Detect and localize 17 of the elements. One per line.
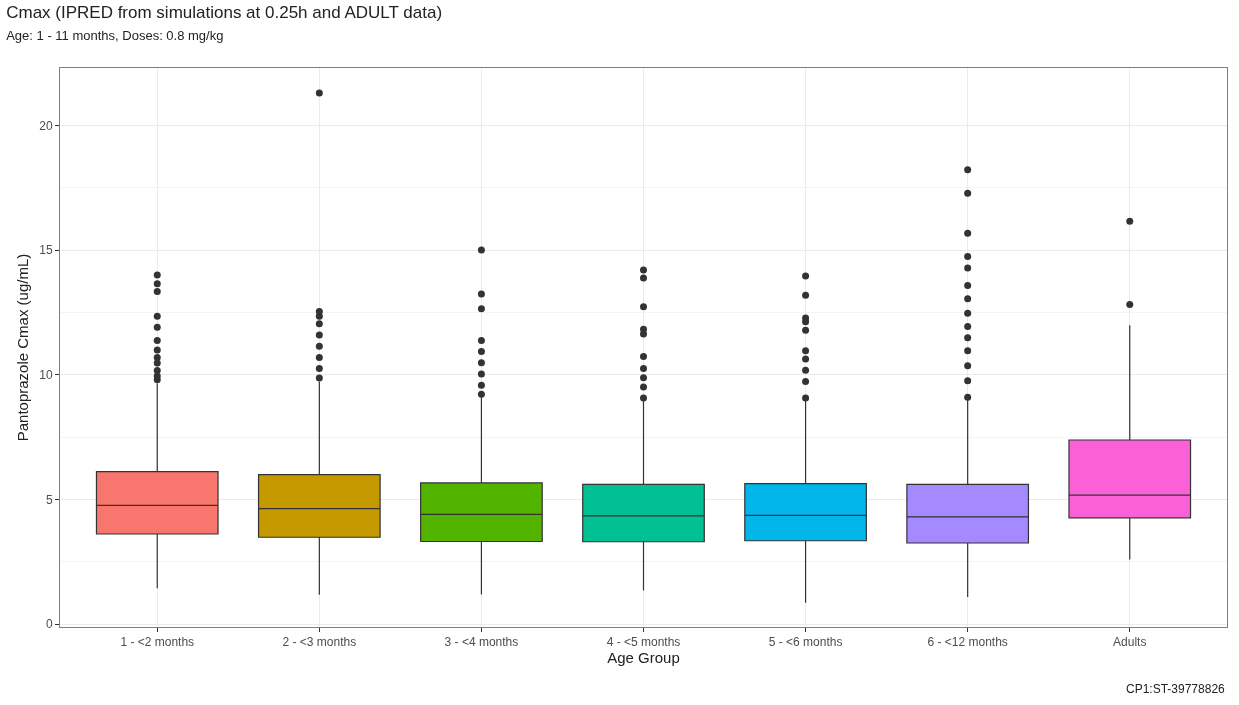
x-tick-label: 5 - <6 months [768,635,843,650]
y-tick-label: 10 [39,367,53,382]
x-tick-label: 1 - <2 months [120,635,195,650]
y-tick-label: 5 [45,492,53,507]
y-tick-label: 15 [39,243,53,258]
x-tick-label: 4 - <5 months [606,635,681,650]
x-tick-label: 6 - <12 months [927,635,1008,650]
x-tick-label: 2 - <3 months [282,635,357,650]
y-tick-label: 20 [39,118,53,133]
x-tick-label: Adults [1113,635,1147,650]
y-axis-title: Pantoprazole Cmax (ug/mL) [14,253,32,442]
text: CP1:ST-39778826 [1126,682,1226,696]
chart-title: Cmax (IPRED from simulations at 0.25h and ADULT data) [6,2,443,22]
x-tick-label: 3 - <4 months [444,635,519,650]
chart-subtitle: Age: 1 - 11 months, Doses: 0.8 mg/kg [6,27,224,43]
x-axis-title: Age Group [607,649,680,667]
y-tick-label: 0 [45,617,53,632]
